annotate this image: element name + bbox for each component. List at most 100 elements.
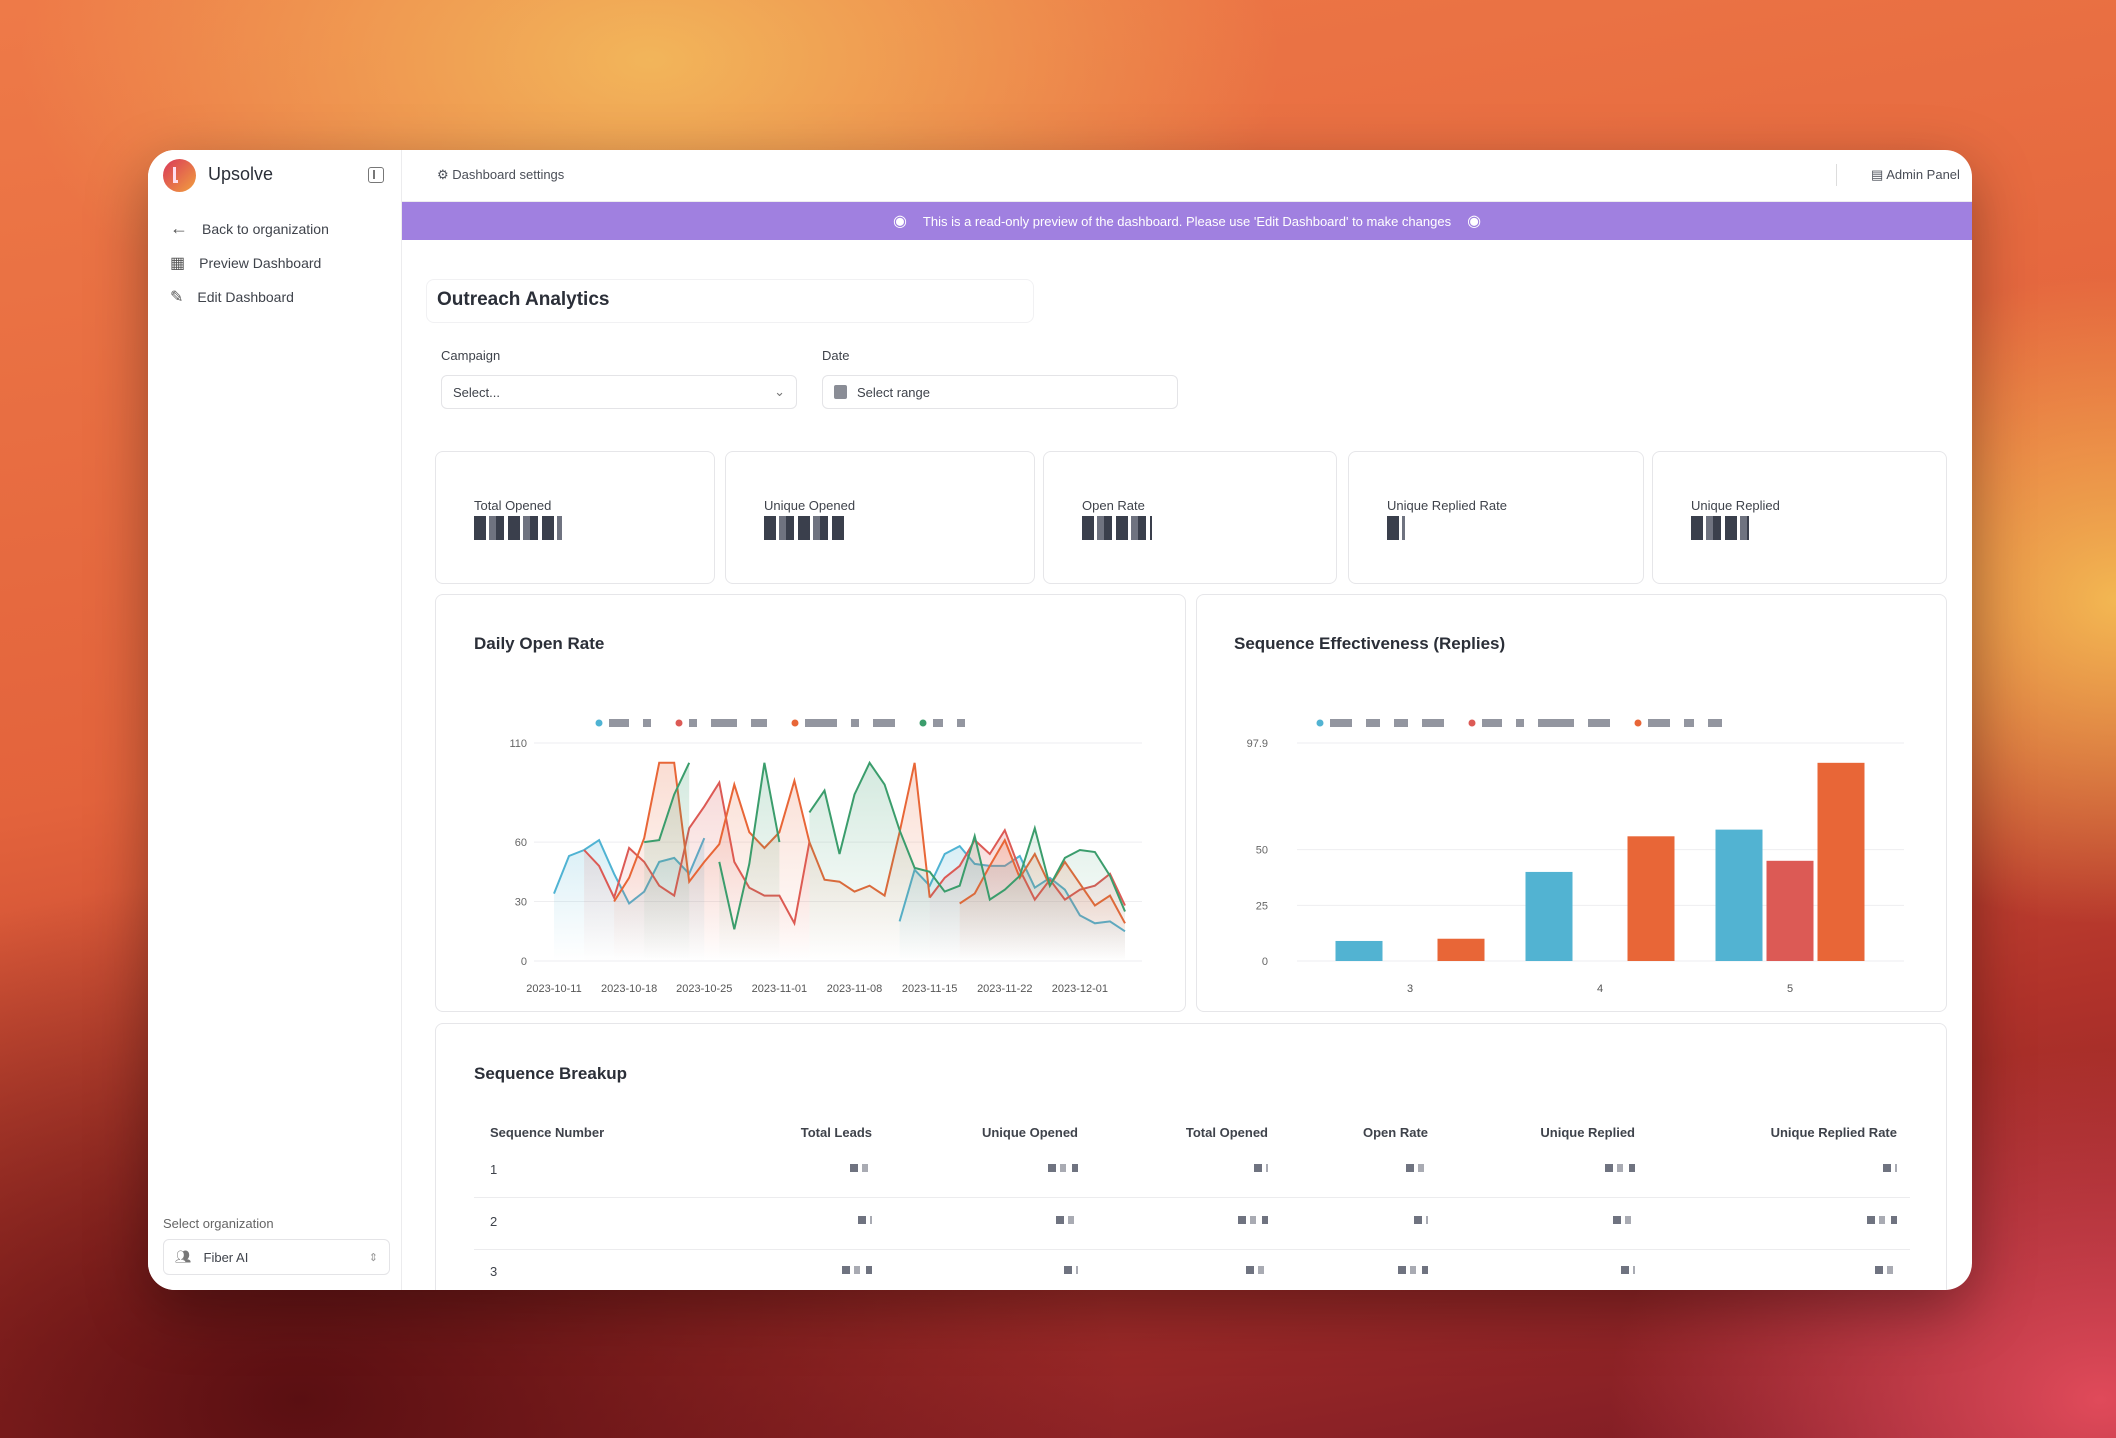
sequence-effectiveness-title: Sequence Effectiveness (Replies)	[1234, 634, 1506, 653]
table-row-sequence-number: 1	[490, 1162, 498, 1177]
series-area	[644, 762, 690, 961]
legend-label-redacted	[933, 719, 943, 727]
campaign-label: Campaign	[441, 348, 501, 363]
legend-label-redacted	[1366, 719, 1380, 727]
table-cell-redacted	[1254, 1164, 1268, 1172]
calendar-icon	[834, 385, 847, 399]
legend-label-redacted	[1330, 719, 1352, 727]
kpi-card: Unique Replied	[1652, 451, 1947, 584]
sidebar-item-preview[interactable]: ▦ Preview Dashboard	[170, 255, 322, 272]
column-header[interactable]: Unique Replied Rate	[1770, 1125, 1897, 1140]
x-tick-label: 2023-10-11	[526, 983, 581, 995]
x-tick-label: 3	[1407, 983, 1413, 995]
table-cell-redacted	[1867, 1216, 1897, 1224]
legend-dot	[1316, 719, 1324, 727]
legend-label-redacted	[751, 719, 767, 727]
app-window: Upsolve ← Back to organization ▦ Preview D…	[148, 150, 1972, 1290]
sidebar-item-edit[interactable]: ✎ Edit Dashboard	[170, 289, 294, 306]
org-select[interactable]: 👥︎ Fiber AI ⇕	[163, 1239, 390, 1275]
table-cell-redacted	[1414, 1216, 1428, 1224]
column-header[interactable]: Total Opened	[1185, 1125, 1268, 1140]
eye-icon: ◉	[1467, 213, 1482, 230]
legend-dot	[791, 719, 799, 727]
date-range-picker[interactable]: Select range	[822, 375, 1178, 409]
bar	[1715, 829, 1763, 961]
table-cell-redacted	[1883, 1164, 1897, 1172]
column-header[interactable]: Total Leads	[800, 1125, 872, 1140]
legend-label-redacted	[873, 719, 895, 727]
legend-label-redacted	[1394, 719, 1408, 727]
read-only-banner: ◉ This is a read-only preview of the dash…	[402, 202, 1972, 240]
chevron-updown-icon: ⇕	[368, 1251, 378, 1264]
table-cell-redacted	[1621, 1266, 1635, 1274]
legend-label-redacted	[851, 719, 859, 727]
legend-label-redacted	[1538, 719, 1574, 727]
sidebar-item-back[interactable]: ← Back to organization	[170, 218, 329, 238]
table-cell-redacted	[1246, 1266, 1268, 1274]
legend-label-redacted	[711, 719, 737, 727]
legend-label-redacted	[1684, 719, 1694, 727]
server-icon: ▤	[1871, 167, 1884, 182]
sequence-breakup-card	[435, 1023, 1947, 1290]
y-tick-label: 0	[1262, 956, 1268, 968]
daily-open-rate-title: Daily Open Rate	[474, 634, 605, 653]
kpi-value-redacted	[764, 516, 844, 540]
divider	[1836, 164, 1837, 186]
x-tick-label: 2023-11-15	[902, 983, 957, 995]
table-cell-redacted	[1875, 1266, 1897, 1274]
kpi-value-redacted	[474, 516, 562, 540]
dashboard-settings-button[interactable]: ⚙ Dashboard settings	[437, 167, 565, 182]
y-tick-label: 110	[509, 738, 527, 750]
table-cell-redacted	[1048, 1164, 1078, 1172]
date-label: Date	[822, 348, 850, 363]
table-cell-redacted	[858, 1216, 872, 1224]
app-name: Upsolve	[208, 164, 274, 184]
table-cell-redacted	[1238, 1216, 1268, 1224]
legend-dot	[1634, 719, 1642, 727]
title-card	[426, 279, 1034, 323]
legend-label-redacted	[689, 719, 697, 727]
column-header[interactable]: Unique Replied	[1540, 1125, 1635, 1140]
kpi-label: Unique Replied Rate	[1387, 498, 1507, 513]
kpi-card: Unique Replied Rate	[1348, 451, 1644, 584]
legend-label-redacted	[1708, 719, 1722, 727]
kpi-card: Unique Opened	[725, 451, 1035, 584]
kpi-card: Open Rate	[1043, 451, 1337, 584]
legend-label-redacted	[1482, 719, 1502, 727]
logo-icon	[163, 159, 196, 192]
bar	[1766, 860, 1814, 961]
legend-label-redacted	[609, 719, 629, 727]
bar	[1437, 938, 1485, 961]
row-divider	[474, 1197, 1910, 1198]
org-select-label: Select organization	[163, 1216, 274, 1231]
legend-label-redacted	[1422, 719, 1444, 727]
bar	[1525, 871, 1573, 961]
campaign-select[interactable]: Select... ⌄	[441, 375, 797, 409]
admin-panel-button[interactable]: ▤ Admin Panel	[1871, 167, 1960, 182]
series-area	[719, 762, 780, 961]
daily-open-rate-chart: 0 30 60 110 2023-10-11 2023-10-18 2023-10-25 20…	[509, 719, 1142, 995]
collapse-sidebar-icon[interactable]	[368, 167, 384, 183]
bar	[1627, 836, 1675, 961]
y-tick-label: 25	[1256, 900, 1268, 912]
kpi-label: Unique Replied	[1691, 498, 1780, 513]
column-header[interactable]: Unique Opened	[981, 1125, 1078, 1140]
legend-label-redacted	[643, 719, 651, 727]
header: ⚙ Dashboard settings ▤ Admin Panel ☼ 🔔︎	[402, 150, 1972, 202]
legend-dot	[1468, 719, 1476, 727]
table-cell-redacted	[842, 1266, 872, 1274]
column-header[interactable]: Sequence Number	[490, 1125, 605, 1140]
legend-label-redacted	[1516, 719, 1524, 727]
column-header[interactable]: Open Rate	[1362, 1125, 1428, 1140]
y-tick-label: 97.9	[1247, 738, 1268, 750]
legend-dot	[595, 719, 603, 727]
y-tick-label: 50	[1256, 845, 1268, 857]
table-cell-redacted	[1605, 1164, 1635, 1172]
kpi-label: Unique Opened	[764, 498, 856, 513]
layout-grid-icon: ▦	[170, 255, 186, 272]
legend-dot	[919, 719, 927, 727]
kpi-label: Total Opened	[474, 498, 552, 513]
kpi-value-redacted	[1691, 516, 1749, 540]
legend-label-redacted	[957, 719, 965, 727]
kpi-value-redacted	[1387, 516, 1405, 540]
